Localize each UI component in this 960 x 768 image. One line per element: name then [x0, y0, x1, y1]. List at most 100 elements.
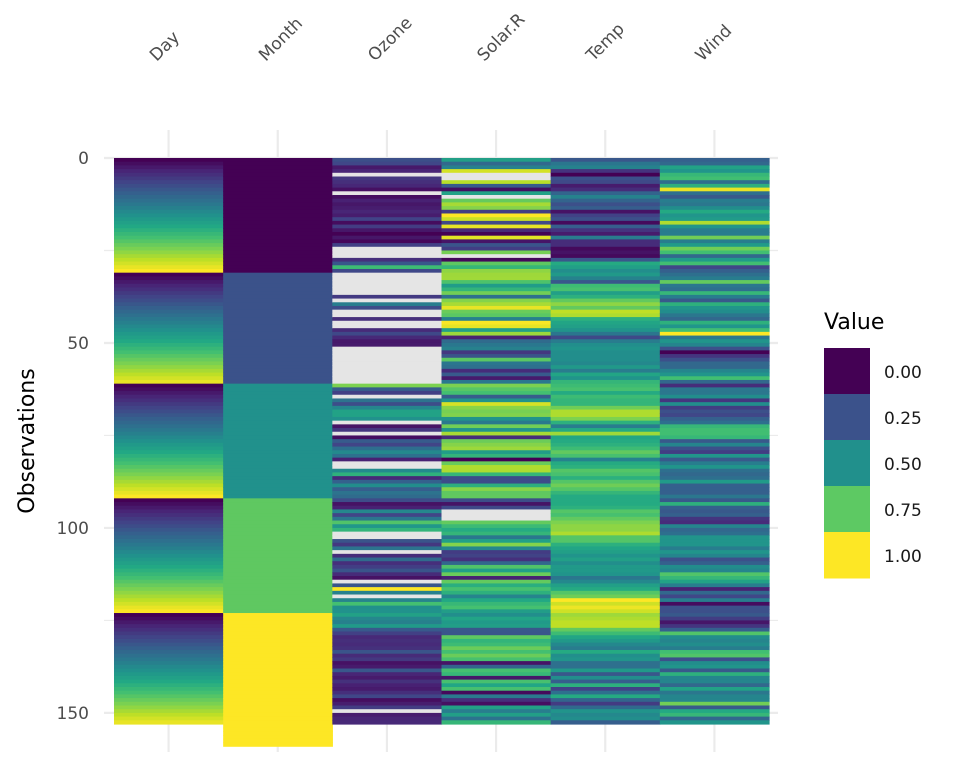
heatmap-cell: [659, 169, 770, 174]
heatmap-cell: [114, 442, 224, 448]
heatmap-cell: [441, 465, 552, 470]
heatmap-cell: [332, 165, 443, 170]
heatmap-cell: [550, 679, 661, 684]
heatmap-cell: [223, 439, 333, 444]
heatmap-cell: [332, 579, 443, 585]
heatmap-cell: [441, 583, 552, 588]
heatmap-cell: [550, 631, 661, 636]
heatmap-cell: [441, 546, 552, 551]
heatmap-cell: [114, 675, 224, 681]
heatmap-cell: [332, 261, 443, 266]
heatmap-cell: [659, 324, 770, 329]
heatmap-cell: [223, 479, 333, 485]
heatmap-cell: [223, 583, 333, 588]
heatmap-cell: [659, 587, 770, 592]
heatmap-cell: [659, 679, 770, 684]
heatmap-cell: [441, 402, 552, 407]
heatmap-cell: [332, 424, 443, 429]
heatmap-cell: [114, 402, 224, 407]
heatmap-cell: [114, 716, 224, 721]
heatmap-cell: [441, 328, 552, 333]
heatmap-cell: [332, 472, 443, 477]
heatmap-cell: [223, 675, 333, 681]
heatmap-cell: [550, 616, 661, 622]
heatmap-cell: [550, 313, 661, 318]
heatmap-cell: [659, 583, 770, 588]
heatmap-cell: [223, 357, 333, 363]
heatmap-cell: [441, 335, 552, 340]
heatmap-cell: [550, 187, 661, 192]
heatmap-cell: [441, 320, 552, 326]
heatmap-cell: [441, 472, 552, 477]
heatmap-cell: [441, 453, 552, 459]
heatmap-cell: [659, 398, 770, 403]
heatmap-cell: [223, 368, 333, 374]
heatmap-cell: [550, 587, 661, 592]
heatmap-cell: [441, 239, 552, 244]
heatmap-cell: [114, 468, 224, 474]
heatmap-cell: [441, 220, 552, 226]
heatmap-cell: [114, 520, 224, 525]
heatmap-cell: [114, 350, 224, 355]
heatmap-cell: [659, 305, 770, 311]
heatmap-cell: [223, 320, 333, 326]
heatmap-cell: [114, 664, 224, 670]
heatmap-cell: [332, 431, 443, 437]
heatmap-cell: [659, 579, 770, 585]
heatmap-cell: [550, 357, 661, 363]
heatmap-cell: [332, 672, 443, 677]
heatmap-cell: [550, 465, 661, 470]
heatmap-cell: [550, 542, 661, 548]
heatmap-cell: [659, 687, 770, 692]
heatmap-cell: [332, 564, 443, 570]
heatmap-cell: [332, 283, 443, 289]
heatmap-cell: [441, 413, 552, 418]
heatmap-cell: [332, 180, 443, 185]
heatmap-cell: [441, 635, 552, 640]
heatmap-cell: [441, 280, 552, 285]
heatmap-cell: [332, 372, 443, 377]
heatmap-cell: [550, 394, 661, 400]
heatmap-cell: [223, 405, 333, 411]
heatmap-cell: [550, 346, 661, 351]
heatmap-cell: [114, 376, 224, 381]
heatmap-cell: [114, 339, 224, 344]
heatmap-cell: [223, 716, 333, 721]
heatmap-cell: [550, 705, 661, 710]
legend-swatch: [824, 440, 870, 487]
heatmap-cell: [223, 350, 333, 355]
heatmap-cell: [114, 668, 224, 673]
heatmap-cell: [659, 379, 770, 385]
heatmap-cell: [659, 694, 770, 699]
heatmap-cell: [441, 243, 552, 248]
heatmap-cell: [114, 605, 224, 610]
heatmap-cell: [332, 609, 443, 614]
heatmap-cell: [550, 712, 661, 718]
heatmap-cell: [114, 613, 224, 618]
heatmap-cell: [114, 638, 224, 644]
heatmap-cell: [441, 424, 552, 429]
heatmap-cell: [223, 509, 333, 514]
heatmap-cell: [332, 668, 443, 673]
legend-label: 1.00: [884, 547, 922, 567]
heatmap-cell: [659, 342, 770, 348]
heatmap-cell: [332, 398, 443, 403]
heatmap-cell: [223, 272, 333, 277]
heatmap-cell: [659, 650, 770, 655]
heatmap-cell: [114, 391, 224, 396]
heatmap-cell: [114, 294, 224, 300]
heatmap-cell: [332, 527, 443, 533]
heatmap-cell: [659, 487, 770, 492]
heatmap-cell: [114, 553, 224, 559]
legend-swatch: [824, 486, 870, 533]
heatmap-cell: [223, 365, 333, 370]
heatmap-cell: [441, 550, 552, 555]
heatmap-cell: [332, 394, 443, 400]
heatmap-cell: [659, 594, 770, 599]
heatmap-cell: [550, 668, 661, 673]
heatmap-cell: [659, 257, 770, 263]
heatmap-cell: [441, 598, 552, 603]
heatmap-cell: [332, 716, 443, 721]
heatmap-cell: [223, 727, 333, 732]
heatmap-cell: [332, 239, 443, 244]
